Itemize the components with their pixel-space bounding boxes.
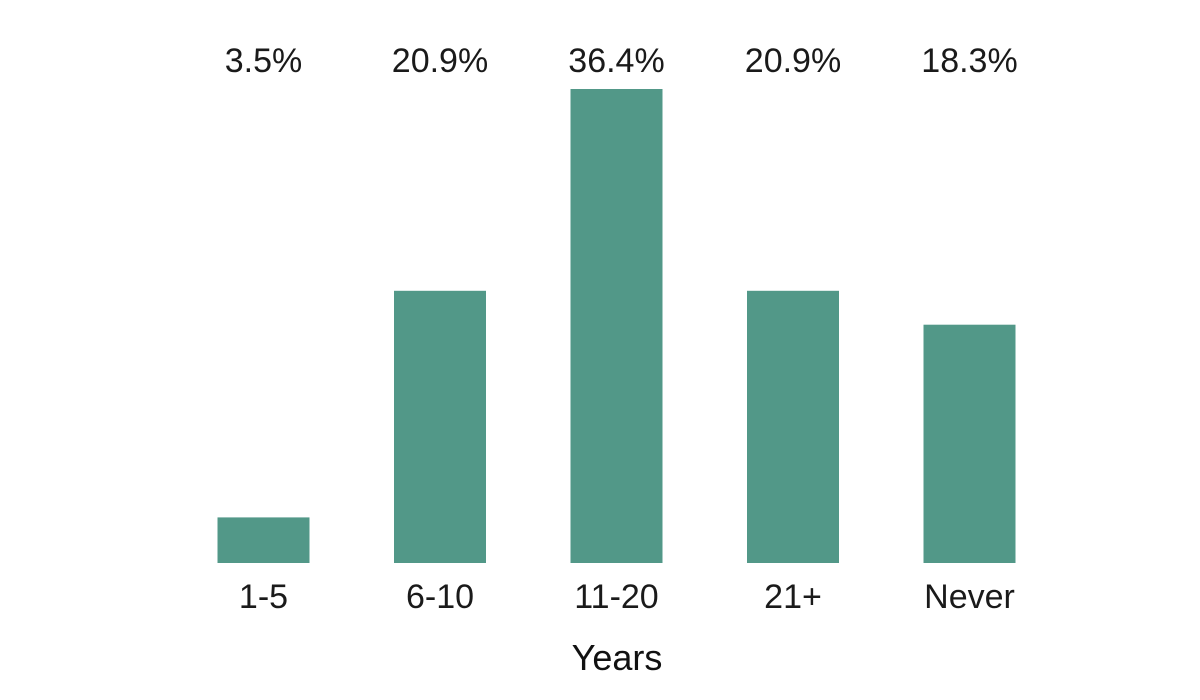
value-label: 20.9% bbox=[392, 42, 488, 80]
x-axis-title: Years bbox=[572, 637, 663, 678]
x-tick-label: 1-5 bbox=[239, 578, 288, 616]
bars-group bbox=[217, 89, 1016, 563]
x-tick-label: 21+ bbox=[764, 578, 822, 616]
bar-1-5 bbox=[217, 517, 310, 563]
value-label: 20.9% bbox=[745, 42, 841, 80]
x-tick-label: 6-10 bbox=[406, 578, 474, 616]
bar-11-20 bbox=[570, 89, 663, 563]
x-tick-label: 11-20 bbox=[574, 578, 658, 616]
bar-6-10 bbox=[394, 290, 486, 563]
x-tick-label: Never bbox=[924, 578, 1015, 616]
tick-labels-group: 1-5 6-10 11-20 21+ Never bbox=[239, 578, 1015, 616]
bar-21 bbox=[747, 290, 839, 563]
value-label: 18.3% bbox=[921, 42, 1017, 80]
value-label: 3.5% bbox=[225, 42, 303, 80]
bar-never bbox=[923, 324, 1016, 563]
value-label: 36.4% bbox=[568, 42, 664, 80]
value-labels-group: 3.5% 20.9% 36.4% 20.9% 18.3% bbox=[225, 42, 1018, 80]
